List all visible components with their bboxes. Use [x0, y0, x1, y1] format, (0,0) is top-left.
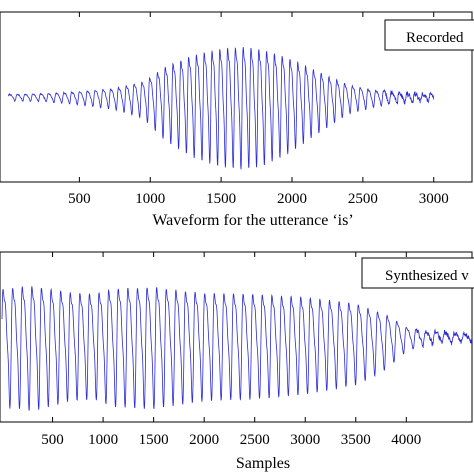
synthesized-waveform-panel: 500 1000 1500 2000 2500 3000 3500 4000 Synthesi…: [0, 251, 474, 472]
series-line: [1, 286, 473, 411]
x-axis-label: Samples: [236, 455, 290, 472]
legend: Synthesized v: [361, 257, 474, 289]
x-tick-label: 500: [68, 191, 91, 207]
legend-label: Synthesized v: [385, 268, 469, 284]
recorded-waveform-panel: 500 1000 1500 2000 2500 3000 Recorded Wavefor…: [0, 11, 474, 229]
x-tick-label: 3500: [341, 432, 371, 448]
x-axis-ticks: 500 1000 1500 2000 2500 3000: [68, 12, 449, 207]
x-tick-label: 3000: [290, 432, 320, 448]
x-axis-ticks: 500 1000 1500 2000 2500 3000 3500 4000: [41, 252, 421, 448]
x-tick-label: 1500: [139, 432, 169, 448]
plot-area: [8, 47, 435, 170]
x-tick-label: 1000: [135, 191, 165, 207]
plot-frame: [0, 251, 473, 423]
legend: Recorded: [384, 19, 474, 51]
x-tick-label: 2500: [348, 191, 378, 207]
x-tick-label: 1000: [88, 432, 118, 448]
x-tick-label: 500: [41, 432, 64, 448]
x-tick-label: 3000: [419, 191, 449, 207]
plot-frame: [0, 11, 473, 183]
x-tick-label: 1500: [206, 191, 236, 207]
plot-area: [1, 286, 473, 411]
legend-label: Recorded: [406, 30, 464, 46]
x-tick-label: 2000: [277, 191, 307, 207]
x-tick-label: 2500: [240, 432, 270, 448]
x-axis-label: Waveform for the utterance ‘is’: [152, 212, 353, 229]
series-line: [8, 47, 435, 170]
x-tick-label: 4000: [391, 432, 421, 448]
legend-box: [361, 257, 474, 289]
legend-box: [384, 19, 474, 51]
x-tick-label: 2000: [189, 432, 219, 448]
